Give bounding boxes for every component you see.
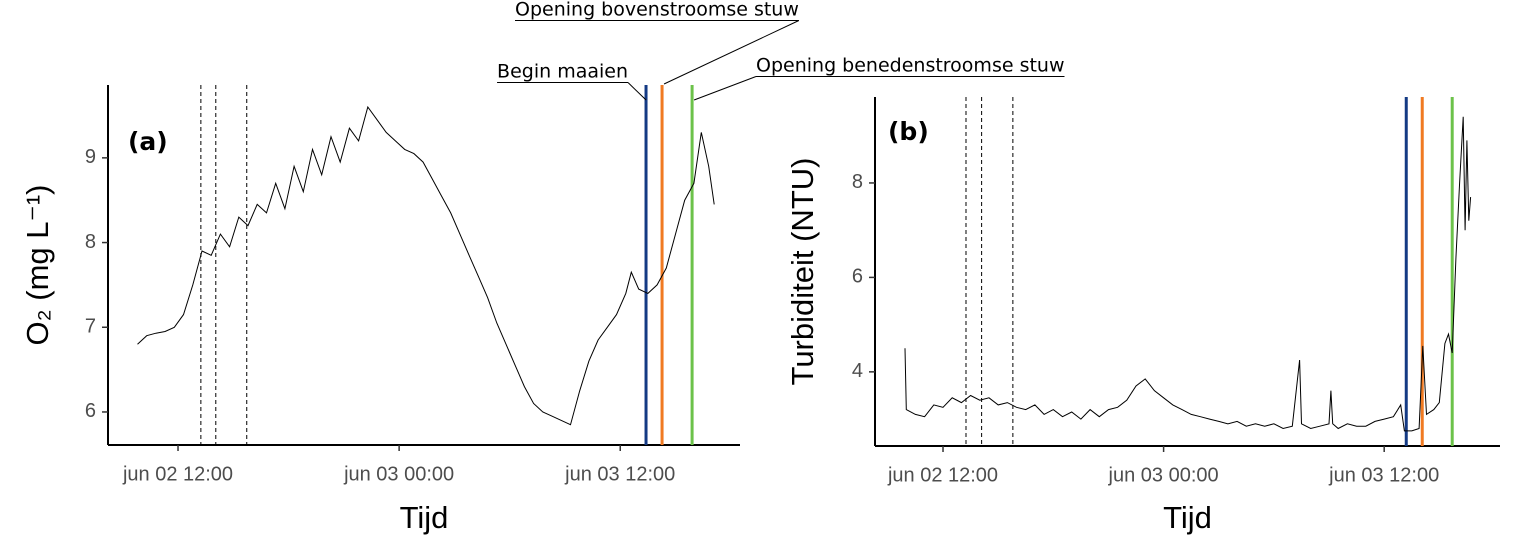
x-tick-label: jun 03 12:00	[564, 463, 675, 485]
panel-label: (a)	[128, 127, 168, 156]
annotation-leader	[663, 20, 800, 85]
y-tick-label: 4	[852, 360, 863, 382]
annotation: Opening benedenstroomse stuw	[756, 55, 1065, 77]
y-axis-title: O₂ (mg L⁻¹)	[20, 184, 55, 345]
x-tick-label: jun 02 12:00	[122, 463, 233, 485]
annotation: Opening bovenstroomse stuw	[515, 0, 799, 21]
x-tick-label: jun 03 00:00	[1108, 464, 1219, 486]
x-axis-title: Tijd	[1163, 500, 1212, 535]
y-tick-label: 9	[85, 146, 96, 168]
panel-label: (b)	[888, 117, 929, 146]
y-tick-label: 7	[85, 316, 96, 338]
x-tick-label: jun 03 12:00	[1328, 464, 1439, 486]
data-line	[904, 116, 1472, 432]
y-axis-title: Turbiditeit (NTU)	[785, 158, 820, 386]
x-tick-label: jun 03 00:00	[343, 463, 454, 485]
x-axis-title: Tijd	[400, 500, 449, 535]
annotation-leader	[627, 82, 647, 101]
annotation: Begin maaien	[497, 61, 628, 83]
y-tick-label: 8	[852, 171, 863, 193]
y-tick-label: 6	[85, 400, 96, 422]
x-tick-label: jun 02 12:00	[887, 464, 998, 486]
y-tick-label: 8	[85, 231, 96, 253]
data-line	[137, 105, 715, 426]
y-tick-label: 6	[852, 266, 863, 288]
annotation-leader	[693, 76, 757, 101]
